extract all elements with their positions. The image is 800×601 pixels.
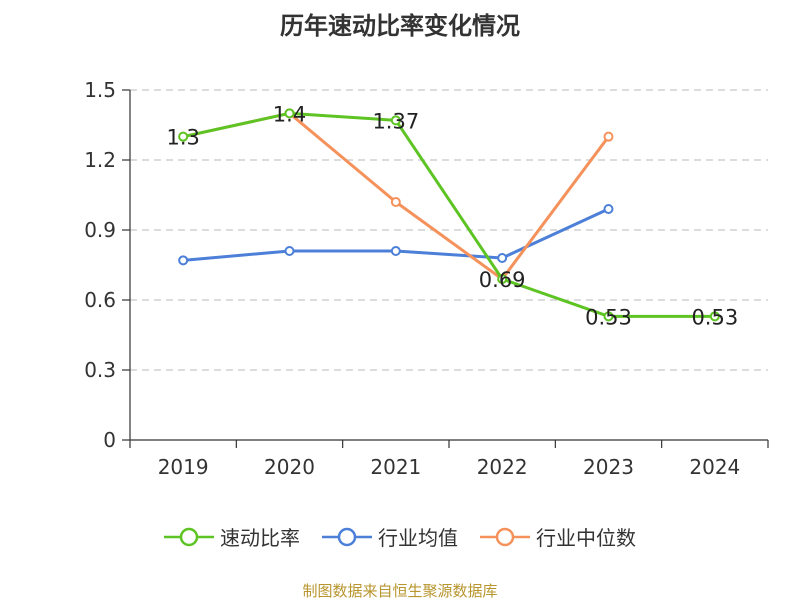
x-tick-label: 2020 [264, 455, 315, 479]
y-tick-label: 1.5 [84, 78, 116, 102]
data-point [603, 311, 614, 322]
x-tick-label: 2024 [689, 455, 740, 479]
y-tick-label: 1.2 [84, 148, 116, 172]
y-tick-label: 0.3 [84, 358, 116, 382]
series-lines [178, 108, 720, 322]
x-tick-label: 2022 [477, 455, 528, 479]
x-tick-label: 2019 [158, 455, 209, 479]
data-labels: 1.3 1.4 1.37 0.69 0.53 0.53 [166, 102, 738, 329]
legend-line-icon [480, 527, 530, 546]
y-tick-label: 0 [103, 428, 116, 452]
legend: 速动比率 行业均值 行业中位数 [0, 522, 800, 551]
data-point [390, 115, 401, 126]
legend-item-2[interactable]: 行业中位数 [480, 522, 636, 551]
legend-label: 行业中位数 [536, 526, 636, 550]
data-point [284, 246, 295, 256]
data-label: 1.4 [273, 102, 306, 126]
chart-title: 历年速动比率变化情况 [280, 12, 520, 40]
data-point [390, 246, 401, 256]
y-tick-label: 0.9 [84, 218, 116, 242]
data-label: 1.3 [166, 126, 199, 150]
data-label: 1.37 [372, 109, 419, 133]
data-point [497, 274, 508, 284]
axes: 0 0.3 0.6 0.9 1.2 1.5 2019 2020 2021 2022 2023 2024 [84, 78, 769, 479]
data-point [178, 255, 189, 266]
y-tick-label: 0.6 [84, 288, 116, 312]
data-point [603, 204, 614, 214]
x-tick-label: 2021 [370, 455, 421, 479]
data-point [178, 131, 189, 142]
x-tick-label: 2023 [583, 455, 634, 479]
legend-label: 速动比率 [220, 526, 300, 550]
legend-line-icon [164, 527, 214, 546]
data-point [603, 131, 614, 142]
legend-line-icon [322, 527, 372, 546]
data-point [709, 311, 720, 322]
series-line [182, 111, 715, 318]
data-label: 0.53 [585, 305, 632, 329]
grid-lines [130, 89, 768, 371]
data-point [497, 253, 508, 263]
data-source-note: 制图数据来自恒生聚源数据库 [302, 582, 498, 600]
legend-item-1[interactable]: 行业均值 [322, 522, 458, 551]
legend-item-0[interactable]: 速动比率 [164, 522, 300, 551]
data-label: 0.53 [691, 305, 738, 329]
data-point [390, 197, 401, 207]
legend-label: 行业均值 [378, 526, 458, 550]
data-point [284, 108, 295, 119]
data-label: 0.69 [479, 268, 526, 292]
